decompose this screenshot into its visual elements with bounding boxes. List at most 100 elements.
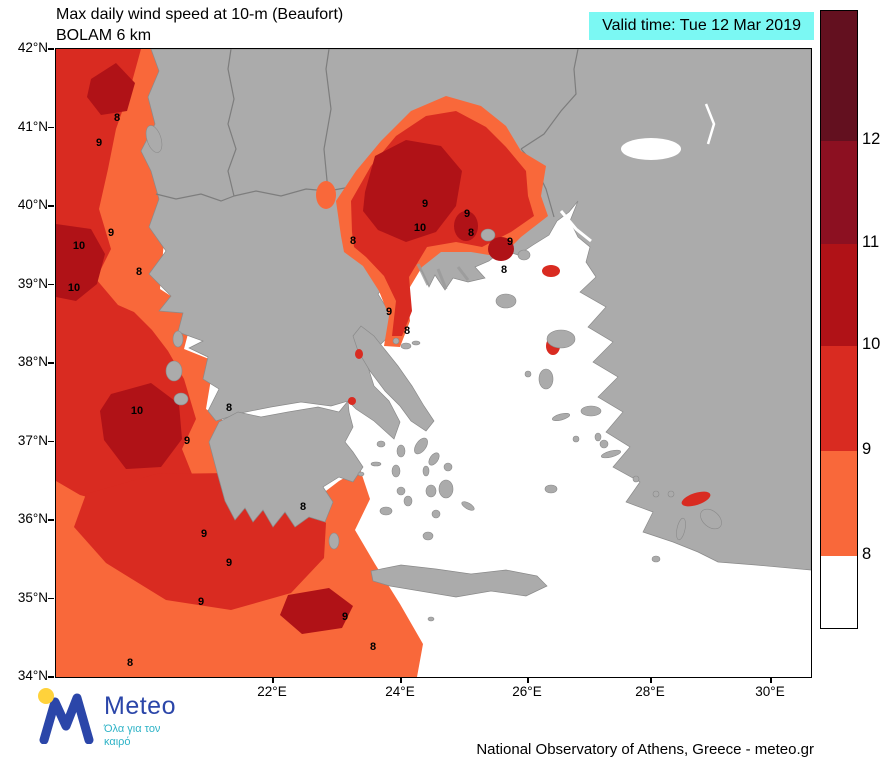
latitude-axis: 42°N 41°N 40°N 39°N 38°N 37°N 36°N 35°N 34°N bbox=[4, 40, 48, 683]
weather-map-svg bbox=[56, 49, 811, 677]
legend-band-10-11 bbox=[821, 244, 857, 346]
legend-band-9-10 bbox=[821, 346, 857, 451]
island-kasos bbox=[651, 555, 661, 563]
lat-tick bbox=[48, 48, 54, 50]
wind-band-10-11-north-aegean bbox=[363, 140, 514, 261]
contour-value-label: 9 bbox=[385, 306, 393, 318]
logo-tagline: Όλα για τον καιρό bbox=[104, 723, 161, 748]
longitude-axis: 22°E 24°E 26°E 28°E 30°E bbox=[55, 684, 810, 704]
legend-tick-label: 9 bbox=[862, 440, 872, 458]
island-crete bbox=[370, 564, 548, 598]
lat-label: 42°N bbox=[17, 40, 48, 55]
contour-value-label: 10 bbox=[130, 405, 144, 417]
lon-tick bbox=[770, 677, 772, 683]
contour-value-label: 9 bbox=[197, 596, 205, 608]
island-limnos bbox=[495, 293, 517, 309]
credit-text: National Observatory of Athens, Greece -… bbox=[476, 741, 814, 758]
contour-value-label: 8 bbox=[299, 501, 307, 513]
island-serifos bbox=[396, 486, 406, 496]
legend-band-above-12 bbox=[821, 11, 857, 141]
logo-sun-dot bbox=[38, 688, 54, 704]
island-kythira bbox=[328, 532, 340, 550]
contour-value-label: 8 bbox=[225, 402, 233, 414]
contour-value-label: 8 bbox=[126, 657, 134, 669]
map-container: 8 9 9 10 8 10 10 9 8 8 9 9 9 9 8 8 8 9 10 9 8 9 8 9 8 bbox=[48, 48, 812, 683]
legend-band-11-12 bbox=[821, 141, 857, 244]
legend-tick-label: 8 bbox=[862, 545, 872, 563]
island-paros bbox=[425, 484, 437, 498]
legend-tick-label: 12 bbox=[862, 130, 880, 148]
contour-value-label: 8 bbox=[403, 325, 411, 337]
island-corfu bbox=[145, 125, 163, 153]
island-mykonos bbox=[443, 462, 453, 472]
legend-tick-label: 11 bbox=[862, 233, 880, 251]
valid-time-badge: Valid time: Tue 12 Mar 2019 bbox=[589, 12, 814, 40]
contour-value-label: 10 bbox=[67, 282, 81, 294]
island-syros bbox=[422, 465, 430, 477]
contour-value-label: 8 bbox=[349, 235, 357, 247]
contour-value-label: 9 bbox=[107, 227, 115, 239]
title-line-2: BOLAM 6 km bbox=[56, 27, 152, 44]
land-peloponnese bbox=[208, 400, 364, 528]
contour-value-label: 8 bbox=[467, 227, 475, 239]
island-psara bbox=[524, 370, 532, 378]
lat-tick bbox=[48, 676, 54, 678]
island-sifnos bbox=[403, 495, 413, 507]
lon-label: 26°E bbox=[512, 684, 542, 699]
lat-tick bbox=[48, 205, 54, 207]
logo-texts: Meteo Όλα για τον καιρό bbox=[104, 686, 176, 749]
contour-value-label: 10 bbox=[72, 240, 86, 252]
island-tilos bbox=[652, 490, 660, 498]
lat-tick bbox=[48, 283, 54, 286]
contour-value-label: 9 bbox=[200, 528, 208, 540]
wind-band-10-11-west bbox=[56, 63, 353, 634]
contour-value-label: 8 bbox=[500, 264, 508, 276]
island-kythnos bbox=[391, 464, 401, 478]
lon-label: 30°E bbox=[755, 684, 785, 699]
island-symi bbox=[667, 490, 675, 498]
island-chios bbox=[538, 368, 554, 390]
island-zakynthos bbox=[173, 392, 189, 406]
contour-value-label: 9 bbox=[463, 208, 471, 220]
contour-labels-layer: 8 9 9 10 8 10 10 9 8 8 9 9 9 9 8 8 8 9 10 9 8 9 8 9 8 bbox=[56, 49, 811, 677]
lon-tick bbox=[650, 677, 652, 683]
island-lefkada bbox=[172, 330, 184, 348]
lat-label: 36°N bbox=[17, 511, 48, 526]
lat-label: 34°N bbox=[17, 668, 48, 683]
lon-label: 28°E bbox=[635, 684, 665, 699]
island-tinos bbox=[428, 452, 440, 466]
lat-tick bbox=[48, 362, 54, 364]
contour-value-label: 9 bbox=[421, 198, 429, 210]
island-skiathos bbox=[392, 337, 400, 345]
lon-label: 24°E bbox=[385, 684, 415, 699]
contour-value-label: 9 bbox=[341, 611, 349, 623]
contour-value-label: 9 bbox=[506, 236, 514, 248]
island-patmos bbox=[572, 435, 580, 443]
meteo-logo: Meteo Όλα για τον καιρό bbox=[36, 686, 176, 749]
meteo-logo-icon bbox=[38, 688, 94, 744]
lat-tick bbox=[48, 126, 54, 129]
contour-value-label: 8 bbox=[135, 266, 143, 278]
lat-label: 40°N bbox=[17, 197, 48, 212]
island-euboea bbox=[352, 325, 435, 432]
island-kefalonia bbox=[165, 360, 183, 382]
lon-tick bbox=[272, 677, 274, 683]
colorbar-labels: 12 11 10 9 8 bbox=[862, 10, 880, 627]
contour-value-label: 9 bbox=[95, 137, 103, 149]
island-thasos bbox=[480, 228, 496, 242]
island-hydra bbox=[370, 461, 382, 467]
island-samos bbox=[580, 405, 602, 417]
island-andros bbox=[414, 437, 428, 455]
title-line-1: Max daily wind speed at 10-m (Beaufort) bbox=[56, 6, 344, 23]
lat-tick bbox=[48, 440, 54, 443]
lon-tick bbox=[527, 677, 529, 683]
legend-band-8-9 bbox=[821, 451, 857, 556]
colorbar-legend bbox=[820, 10, 858, 629]
lat-label: 38°N bbox=[17, 354, 48, 369]
legend-tick-label: 10 bbox=[862, 335, 880, 353]
island-ikaria bbox=[551, 412, 571, 422]
island-skopelos bbox=[400, 342, 412, 350]
island-alonissos bbox=[411, 340, 421, 346]
contour-value-label: 8 bbox=[113, 112, 121, 124]
sea-of-marmara bbox=[559, 103, 716, 243]
